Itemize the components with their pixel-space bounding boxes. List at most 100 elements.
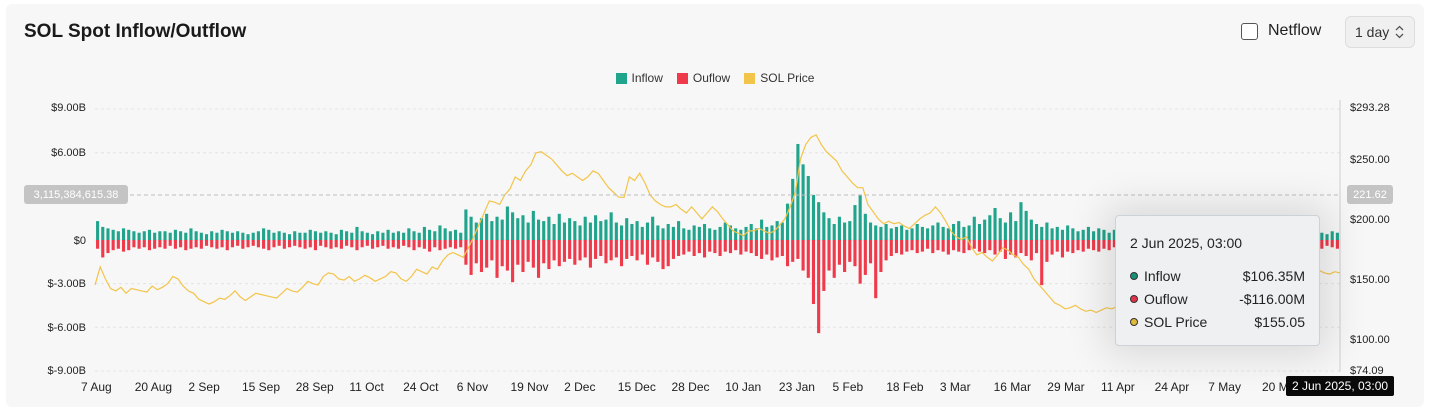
outflow-bar[interactable] <box>801 240 805 271</box>
outflow-bar[interactable] <box>1102 240 1106 249</box>
inflow-bar[interactable] <box>536 219 541 240</box>
outflow-bar[interactable] <box>189 240 193 249</box>
outflow-bar[interactable] <box>246 240 250 248</box>
inflow-bar[interactable] <box>339 229 343 240</box>
outflow-bar[interactable] <box>402 240 406 246</box>
outflow-bar[interactable] <box>210 240 214 248</box>
outflow-bar[interactable] <box>101 240 105 258</box>
outflow-bar[interactable] <box>459 240 463 248</box>
outflow-bar[interactable] <box>1040 240 1044 286</box>
inflow-bar[interactable] <box>594 215 598 240</box>
outflow-bar[interactable] <box>1014 240 1018 258</box>
inflow-bar[interactable] <box>853 205 857 240</box>
inflow-bar[interactable] <box>412 231 416 240</box>
outflow-bar[interactable] <box>708 240 712 252</box>
inflow-bar[interactable] <box>604 219 608 240</box>
inflow-bar[interactable] <box>204 234 209 240</box>
inflow-bar[interactable] <box>1066 225 1070 240</box>
inflow-bar[interactable] <box>713 229 717 240</box>
outflow-bar[interactable] <box>215 240 219 249</box>
inflow-bar[interactable] <box>319 232 323 240</box>
inflow-bar[interactable] <box>189 228 193 240</box>
inflow-bar[interactable] <box>199 232 203 240</box>
outflow-bar[interactable] <box>142 240 146 248</box>
inflow-bar[interactable] <box>116 231 120 240</box>
outflow-bar[interactable] <box>656 240 660 262</box>
inflow-bar[interactable] <box>967 225 971 240</box>
outflow-bar[interactable] <box>822 240 826 291</box>
inflow-bar[interactable] <box>843 222 847 240</box>
inflow-bar[interactable] <box>1050 228 1054 240</box>
inflow-bar[interactable] <box>184 232 188 240</box>
outflow-bar[interactable] <box>858 240 862 284</box>
outflow-bar[interactable] <box>96 240 100 249</box>
inflow-bar[interactable] <box>1055 226 1059 241</box>
outflow-bar[interactable] <box>874 240 878 299</box>
inflow-bar[interactable] <box>983 219 987 240</box>
inflow-bar[interactable] <box>931 225 935 240</box>
inflow-bar[interactable] <box>485 213 489 240</box>
outflow-bar[interactable] <box>168 240 172 246</box>
inflow-bar[interactable] <box>1019 202 1023 240</box>
outflow-bar[interactable] <box>277 240 281 246</box>
inflow-bar[interactable] <box>780 222 784 240</box>
outflow-bar[interactable] <box>1320 240 1324 249</box>
netflow-toggle[interactable]: Netflow <box>1241 22 1321 40</box>
inflow-bar[interactable] <box>1320 232 1324 240</box>
inflow-bar[interactable] <box>599 221 603 241</box>
inflow-bar[interactable] <box>220 229 224 240</box>
inflow-bar[interactable] <box>313 231 318 240</box>
inflow-bar[interactable] <box>796 143 800 240</box>
outflow-bar[interactable] <box>365 240 369 246</box>
inflow-bar[interactable] <box>1325 234 1329 240</box>
inflow-bar[interactable] <box>988 215 992 240</box>
inflow-bar[interactable] <box>345 231 349 240</box>
outflow-bar[interactable] <box>448 240 452 248</box>
inflow-bar[interactable] <box>827 218 831 241</box>
outflow-bar[interactable] <box>153 240 157 249</box>
outflow-bar[interactable] <box>485 240 489 268</box>
outflow-bar[interactable] <box>785 240 790 267</box>
inflow-bar[interactable] <box>459 232 463 240</box>
outflow-bar[interactable] <box>1330 240 1334 248</box>
inflow-bar[interactable] <box>723 222 727 240</box>
inflow-bar[interactable] <box>993 207 997 240</box>
inflow-bar[interactable] <box>303 232 307 240</box>
outflow-bar[interactable] <box>920 240 924 252</box>
outflow-bar[interactable] <box>490 240 494 261</box>
outflow-bar[interactable] <box>433 240 437 248</box>
inflow-bar[interactable] <box>822 212 826 240</box>
inflow-bar[interactable] <box>511 212 515 240</box>
inflow-bar[interactable] <box>785 203 790 241</box>
outflow-bar[interactable] <box>734 240 738 251</box>
outflow-bar[interactable] <box>1019 240 1023 254</box>
legend-item-price[interactable]: SOL Price <box>744 71 814 85</box>
inflow-bar[interactable] <box>718 226 722 241</box>
outflow-bar[interactable] <box>469 240 473 275</box>
inflow-bar[interactable] <box>96 221 100 241</box>
outflow-bar[interactable] <box>702 240 707 258</box>
outflow-bar[interactable] <box>1066 240 1070 252</box>
inflow-bar[interactable] <box>142 231 146 240</box>
inflow-bar[interactable] <box>542 221 546 241</box>
outflow-bar[interactable] <box>334 240 338 248</box>
outflow-bar[interactable] <box>511 240 515 283</box>
inflow-bar[interactable] <box>365 232 369 240</box>
inflow-bar[interactable] <box>619 225 624 240</box>
outflow-bar[interactable] <box>412 240 416 251</box>
outflow-bar[interactable] <box>661 240 665 270</box>
outflow-bar[interactable] <box>951 240 956 251</box>
outflow-bar[interactable] <box>542 240 546 264</box>
inflow-bar[interactable] <box>453 229 458 240</box>
inflow-bar[interactable] <box>464 209 468 240</box>
inflow-bar[interactable] <box>915 224 919 241</box>
inflow-bar[interactable] <box>1102 229 1106 240</box>
outflow-bar[interactable] <box>1050 240 1054 255</box>
inflow-bar[interactable] <box>500 219 504 240</box>
outflow-bar[interactable] <box>594 240 598 259</box>
inflow-bar[interactable] <box>1014 221 1018 241</box>
inflow-bar[interactable] <box>324 231 328 240</box>
inflow-bar[interactable] <box>874 225 878 240</box>
inflow-bar[interactable] <box>811 194 816 240</box>
outflow-bar[interactable] <box>173 240 177 249</box>
